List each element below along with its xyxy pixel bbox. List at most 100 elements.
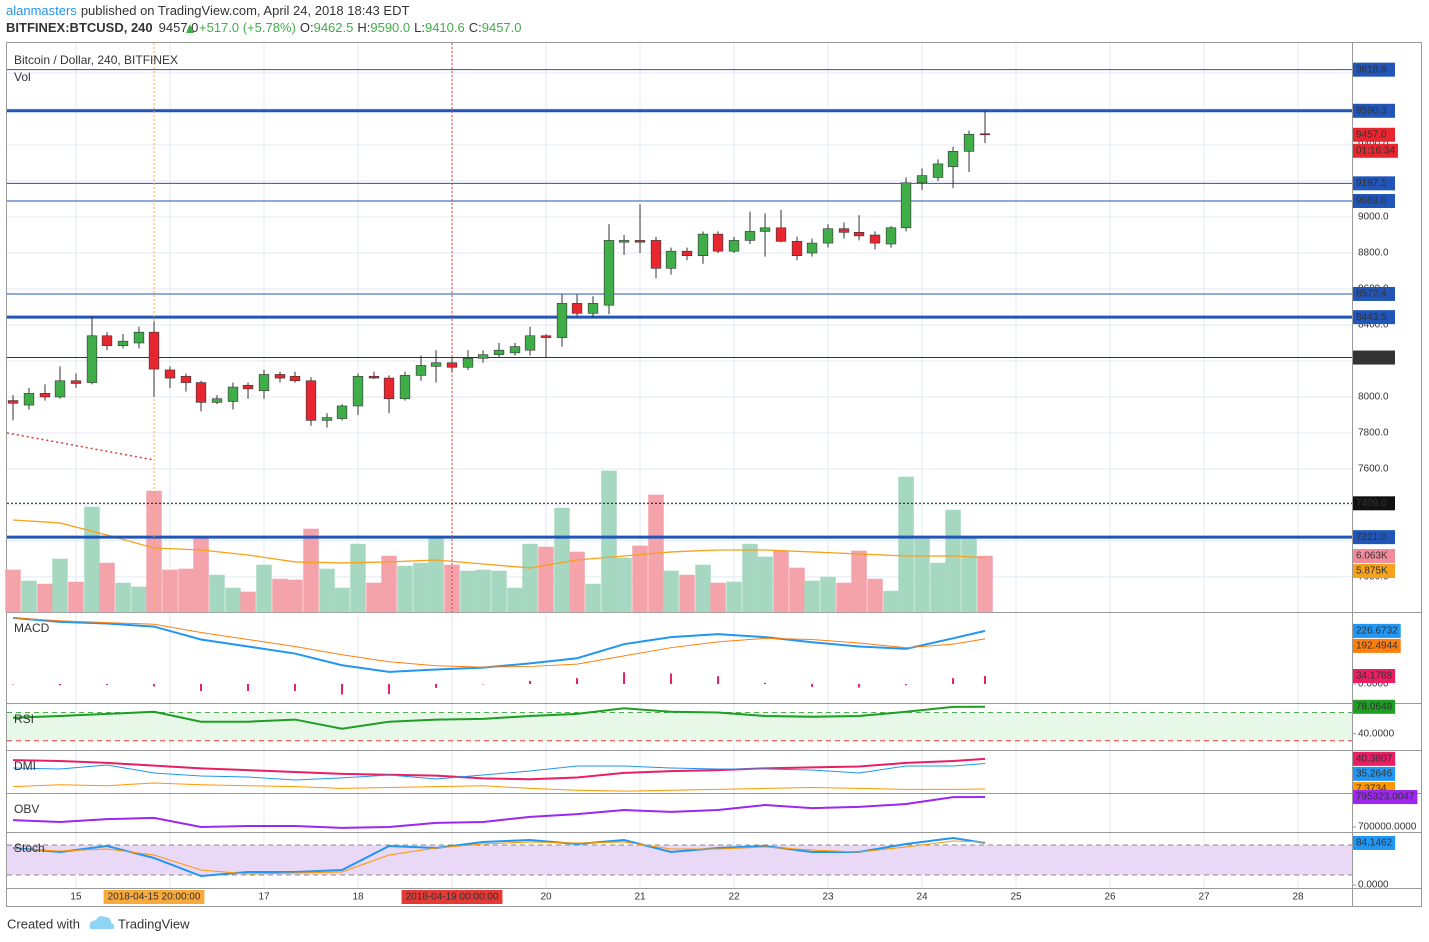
histogram-bar	[529, 680, 532, 685]
candle-body	[822, 228, 834, 244]
candle-body	[399, 375, 411, 400]
time-marker-box	[103, 890, 205, 904]
price-label-box	[1353, 350, 1395, 365]
volume-bar	[303, 528, 319, 613]
x-tick-label: 17	[258, 892, 270, 903]
histogram-bar	[200, 684, 203, 692]
change: +517.0 (+5.78%)	[199, 20, 296, 35]
symbol: BITFINEX:BTCUSD, 240	[6, 20, 153, 35]
histogram-bar	[247, 684, 250, 692]
ohlc-label: C:	[469, 20, 482, 35]
volume-bar	[37, 583, 53, 613]
volume-bar	[84, 506, 100, 613]
candle-body	[979, 133, 991, 136]
histogram-bar	[435, 684, 438, 688]
x-tick-label: 23	[822, 892, 834, 903]
publisher[interactable]: alanmasters	[6, 3, 77, 18]
volume-bar	[99, 562, 115, 613]
candle-body	[603, 240, 615, 306]
volume-bar	[867, 578, 883, 613]
price-label: 40.3807	[1356, 754, 1393, 765]
candle-body	[117, 340, 129, 346]
price-label: 7409.0	[1356, 498, 1387, 509]
histogram-bar	[905, 684, 908, 686]
candle-body	[54, 380, 66, 398]
candle-body	[869, 234, 881, 244]
volume-bar	[272, 578, 288, 613]
symbol-line: BITFINEX:BTCUSD, 240 9457.0	[6, 20, 198, 35]
pane-title: RSI	[14, 712, 34, 726]
volume-bar	[209, 574, 225, 613]
volume-bar	[710, 582, 726, 613]
candle-body	[493, 349, 505, 355]
footer-created: Created with	[7, 916, 80, 931]
price-label: 84.1462	[1356, 838, 1393, 849]
price-label-box	[1353, 699, 1396, 714]
x-tick-label: 24	[916, 892, 928, 903]
price-label: 226.6732	[1356, 626, 1398, 637]
volume-bar	[52, 558, 68, 613]
y-tick-label: 0.0000	[1358, 679, 1389, 690]
x-tick-label: 18	[352, 892, 364, 903]
volume-bar	[115, 582, 131, 613]
price-label: 6.063K	[1356, 551, 1388, 562]
x-tick-label: 28	[1292, 892, 1304, 903]
y-tick-label: 700000.0000	[1358, 822, 1417, 833]
candle-body	[430, 362, 442, 367]
volume-bar	[914, 538, 930, 613]
countdown: 01:16:34	[1356, 145, 1395, 156]
volume-bar	[804, 580, 820, 613]
ohlc-label: O:	[300, 20, 314, 35]
ohlc-value: 9462.5	[314, 20, 354, 35]
x-tick-label: 20	[540, 892, 552, 903]
volume-bar	[366, 582, 382, 613]
tradingview-logo[interactable]	[89, 916, 115, 929]
price-label-box	[1353, 790, 1418, 805]
volume-bar	[21, 580, 37, 613]
volume-bar	[413, 562, 429, 613]
price-label: 34.1788	[1356, 671, 1393, 682]
ohlc-value: 9410.6	[425, 20, 465, 35]
time-marker-label: 2018-04-15 20:00:00	[108, 892, 201, 903]
price-label-box	[1353, 62, 1395, 77]
volume-bar	[695, 564, 711, 613]
ohlc-line: +517.0 (+5.78%) O:9462.5 H:9590.0 L:9410.6 C…	[199, 20, 522, 35]
volume-bar	[428, 537, 444, 613]
price-label: 78.0648	[1356, 701, 1393, 712]
volume-bar	[679, 574, 695, 613]
candle-body	[86, 335, 98, 383]
price-label: 8572.4	[1356, 289, 1387, 300]
histogram-bar	[388, 684, 391, 695]
candle-body	[900, 182, 912, 229]
price-label: 7221.0	[1356, 532, 1387, 543]
band-fill	[7, 712, 1352, 741]
candle-body	[665, 250, 677, 269]
footer-brand[interactable]: TradingView	[118, 916, 190, 931]
candle-body	[180, 375, 192, 383]
volume-bar	[334, 587, 350, 613]
published: published on TradingView.com, April 24, …	[81, 3, 410, 18]
candle-body	[634, 240, 646, 243]
x-tick-label: 27	[1198, 892, 1210, 903]
volume-bar	[5, 569, 21, 613]
y-tick-label: 8400.0	[1358, 320, 1389, 331]
histogram-bar	[811, 684, 814, 687]
candle-body	[415, 365, 427, 376]
candle-body	[556, 303, 568, 338]
price-label-box	[1353, 496, 1395, 511]
x-tick-label: 22	[728, 892, 740, 903]
price-label-box	[1353, 127, 1395, 142]
volume-bar	[601, 470, 617, 613]
candle-body	[650, 240, 662, 269]
histogram-bar	[294, 684, 297, 692]
volume-bar	[162, 569, 178, 613]
indicator-line	[13, 763, 986, 781]
price-label: 192.4944	[1356, 641, 1398, 652]
candle-body	[853, 232, 865, 237]
candle-body	[274, 374, 286, 379]
last-price: 9457.0	[159, 20, 199, 35]
volume-bar	[397, 565, 413, 613]
pane-title: DMI	[14, 759, 36, 773]
price-label-box	[1353, 103, 1395, 118]
price-label-box	[1353, 669, 1396, 684]
